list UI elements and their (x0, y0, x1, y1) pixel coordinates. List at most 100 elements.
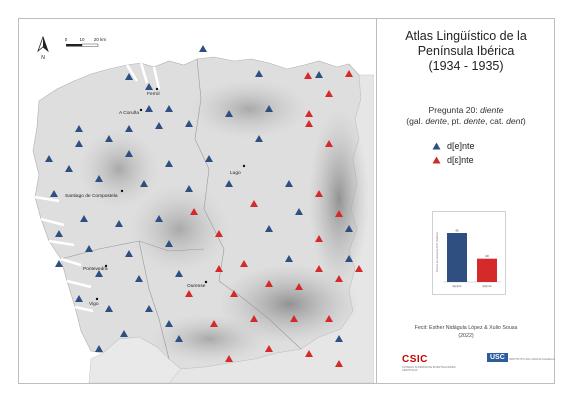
survey-point-e (140, 180, 148, 187)
survey-point-e (120, 330, 128, 337)
survey-point-e (295, 208, 303, 215)
survey-point-e (175, 270, 183, 277)
legend: d[e]nte d[ɛ]nte (432, 139, 475, 167)
survey-point-open-e (304, 72, 312, 79)
legend-item-open-e: d[ɛ]nte (432, 153, 475, 167)
survey-point-open-e (230, 290, 238, 297)
credit-line-2: (2022) (458, 333, 474, 339)
province-border-3 (138, 240, 170, 360)
credit-line-1: Fecit: Esther Nidágula López & Xulio Sou… (414, 325, 518, 331)
survey-point-e (145, 105, 153, 112)
variant-cat: dent (506, 116, 523, 126)
question-word: diente (480, 105, 504, 115)
survey-point-open-e (355, 265, 363, 272)
survey-point-open-e (295, 283, 303, 290)
survey-point-e (199, 45, 207, 52)
bar-chart-box: Puntos de encuesta ALPI (Galicia) 42 d[e]… (432, 211, 506, 295)
relief-south (149, 314, 269, 364)
survey-point-open-e (315, 190, 323, 197)
survey-point-e (185, 120, 193, 127)
survey-point-e (80, 215, 88, 222)
title-line-2: Península Ibérica (417, 44, 515, 58)
bar-chart-ylabel: Puntos de encuesta ALPI (Galicia) (435, 232, 439, 272)
bar-chart: Puntos de encuesta ALPI (Galicia) 42 d[e]… (435, 229, 501, 288)
question-prefix: Pregunta 20: (428, 105, 481, 115)
variant-cat-label: , cat. (485, 116, 507, 126)
survey-point-open-e (305, 110, 313, 117)
survey-point-e (55, 230, 63, 237)
survey-point-e (255, 70, 263, 77)
variant-pt: dente (463, 116, 486, 126)
variant-pt-label: , pt. (446, 116, 464, 126)
scale-label-20: 20 km (94, 37, 107, 42)
survey-point-e (335, 335, 343, 342)
relief-east (309, 109, 369, 289)
title-line-1: Atlas Lingüístico de la (405, 29, 527, 43)
survey-point-e (95, 175, 103, 182)
relief-center (129, 184, 229, 274)
survey-point-open-e (215, 265, 223, 272)
survey-point-open-e (210, 320, 218, 327)
survey-point-e (145, 305, 153, 312)
survey-point-e (50, 190, 58, 197)
usc-logo: USC (487, 353, 508, 362)
survey-point-e (105, 305, 113, 312)
survey-point-e (165, 320, 173, 327)
survey-point-open-e (185, 290, 193, 297)
survey-point-e (265, 225, 273, 232)
survey-point-e (165, 105, 173, 112)
survey-point-e (155, 122, 163, 129)
triangle-blue-icon (432, 142, 441, 150)
province-border (194, 58, 302, 350)
bar-category-1: d[ɛ]nte (483, 284, 492, 288)
survey-points (45, 45, 363, 367)
survey-point-e (285, 255, 293, 262)
survey-point-e (125, 250, 133, 257)
survey-point-open-e (335, 275, 343, 282)
north-arrow-label: N (41, 55, 45, 61)
survey-point-e (175, 335, 183, 342)
variants-close: ) (522, 116, 526, 126)
survey-point-e (105, 135, 113, 142)
survey-point-open-e (315, 265, 323, 272)
bar-0 (447, 233, 467, 282)
survey-point-e (45, 155, 53, 162)
survey-point-e (125, 150, 133, 157)
relief-north (189, 79, 309, 139)
csic-logo: CSIC (402, 354, 428, 365)
survey-point-e (125, 125, 133, 132)
survey-point-e (265, 105, 273, 112)
survey-point-open-e (250, 200, 258, 207)
place-ferrol: Ferrol (147, 87, 160, 97)
side-panel: Atlas Lingüístico de la Península Ibéric… (376, 19, 555, 383)
place-lugo: Lugo (230, 164, 246, 176)
survey-point-e (85, 245, 93, 252)
credit: Fecit: Esther Nidágula López & Xulio Sou… (377, 324, 555, 340)
survey-point-e (115, 220, 123, 227)
place-ourense: Ourense (187, 280, 208, 289)
scale-label-10: 10 (79, 37, 85, 42)
north-arrow-icon: N (37, 35, 49, 61)
map-title: Atlas Lingüístico de la Península Ibéric… (377, 29, 555, 74)
survey-point-e (135, 275, 143, 282)
survey-point-e (75, 295, 83, 302)
survey-point-e (95, 345, 103, 352)
survey-point-open-e (250, 315, 258, 322)
survey-point-e (205, 155, 213, 162)
survey-point-e (75, 125, 83, 132)
map-frame (18, 18, 555, 384)
survey-point-e (155, 215, 163, 222)
survey-point-e (255, 135, 263, 142)
relief-west (79, 129, 159, 209)
usc-subtitle: INSTITUTO DA LINGUA GALEGA (509, 357, 555, 361)
legend-label-e: d[e]nte (447, 141, 475, 151)
survey-point-e (285, 180, 293, 187)
place-santiago: Santiago de Compostela (65, 189, 124, 199)
place-label-ferrol: Ferrol (147, 91, 160, 97)
survey-point-open-e (325, 140, 333, 147)
survey-point-e (345, 225, 353, 232)
map-canvas: N 0 10 20 km Ferrol A Coruña Lugo Santia… (19, 19, 374, 383)
scale-bar: 0 10 20 km (65, 37, 107, 47)
title-line-3: (1934 - 1935) (428, 59, 504, 73)
question-text: Pregunta 20: diente (gal. dente, pt. den… (377, 105, 555, 127)
